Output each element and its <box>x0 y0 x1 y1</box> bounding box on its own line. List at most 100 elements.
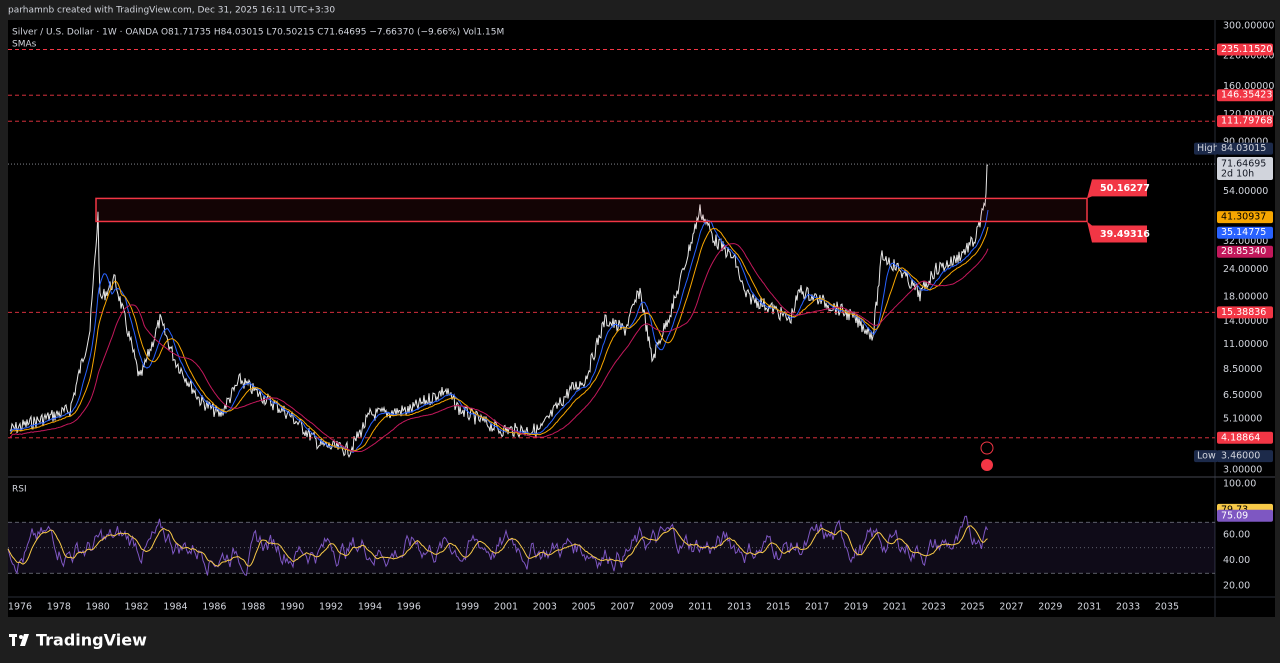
low-tag-bg <box>1194 450 1218 463</box>
time-tick-label: 2031 <box>1077 602 1101 613</box>
low-value: 3.46000 <box>1221 451 1260 462</box>
level-tag: 235.11520 <box>1221 44 1272 55</box>
rsi-ma-line <box>7 525 988 567</box>
time-tick-label: 2019 <box>844 602 868 613</box>
price-tick-label: 24.00000 <box>1223 264 1268 275</box>
price-tick-label: 54.00000 <box>1223 186 1268 197</box>
rsi-tick-label: 20.00 <box>1223 581 1250 592</box>
price-tick-label: 90.00000 <box>1223 137 1268 148</box>
sma-tag-bg <box>1217 245 1273 258</box>
logo-part <box>19 635 23 639</box>
time-tick-label: 2015 <box>766 602 790 613</box>
level-tag-bg <box>1217 431 1273 444</box>
zone-tag <box>1087 221 1147 243</box>
time-tick-label: 2013 <box>727 602 751 613</box>
time-tick-label: 2005 <box>572 602 596 613</box>
time-tick-label: 1988 <box>241 602 265 613</box>
time-tick-label: 1999 <box>455 602 479 613</box>
zone-box <box>95 197 1088 223</box>
price-tick-label: 32.00000 <box>1223 236 1268 247</box>
level-tag: 15.38836 <box>1221 307 1266 318</box>
sma-tag: 41.30937 <box>1221 212 1266 223</box>
rsi-title: RSI <box>12 485 27 495</box>
sma-tag: 35.14775 <box>1221 227 1266 238</box>
time-tick-label: 2021 <box>883 602 907 613</box>
indicator-name: SMAs <box>12 40 37 50</box>
price-tick-label: 300.00000 <box>1223 21 1274 32</box>
time-tick-label: 2001 <box>494 602 518 613</box>
zone-label: 50.16277 <box>1100 183 1150 194</box>
high-value-bg <box>1217 142 1273 155</box>
sma-line <box>9 243 989 453</box>
time-tick-label: 2033 <box>1116 602 1140 613</box>
logo <box>9 634 29 646</box>
time-tick-label: 1994 <box>358 602 382 613</box>
time-tick-label: 1984 <box>163 602 187 613</box>
time-tick-label: 1990 <box>280 602 304 613</box>
logo-part <box>12 634 15 646</box>
rsi-line <box>7 515 988 576</box>
current-price: 71.64695 <box>1221 159 1266 170</box>
level-tag-bg <box>1217 43 1273 56</box>
sma-tag-bg <box>1217 211 1273 224</box>
price-tick-label: 220.00000 <box>1223 50 1274 61</box>
price-tick-label: 18.00000 <box>1223 292 1268 303</box>
price-tick-label: 3.00000 <box>1223 464 1262 475</box>
rsi-tick-label: 100.00 <box>1223 479 1256 490</box>
high-tag-bg <box>1194 142 1218 155</box>
price-tick-label: 8.50000 <box>1223 364 1262 375</box>
price-tick-label: 14.00000 <box>1223 316 1268 327</box>
time-tick-label: 2035 <box>1155 602 1179 613</box>
price-tick-label: 160.00000 <box>1223 81 1274 92</box>
time-tick-label: 2023 <box>922 602 946 613</box>
time-tick-label: 1996 <box>397 602 421 613</box>
time-tick-label: 2017 <box>805 602 829 613</box>
current-bg <box>1217 157 1273 181</box>
level-tag: 146.35423 <box>1221 90 1272 101</box>
countdown: 2d 10h <box>1221 169 1254 180</box>
event-icon <box>980 441 994 455</box>
price-tick-label: 120.00000 <box>1223 109 1274 120</box>
brand: TradingView <box>36 631 147 650</box>
time-tick-label: 1982 <box>125 602 149 613</box>
high-tag: High <box>1197 143 1219 154</box>
level-tag: 4.18864 <box>1221 432 1260 443</box>
price-series <box>9 164 989 458</box>
event-icons <box>980 441 994 471</box>
level-tag: 111.79768 <box>1221 116 1272 127</box>
level-tag-bg <box>1217 115 1273 128</box>
price-tick-label: 6.50000 <box>1223 390 1262 401</box>
time-tick-label: 2003 <box>533 602 557 613</box>
time-tick-label: 1986 <box>202 602 226 613</box>
time-tick-label: 1978 <box>47 602 71 613</box>
sma-line <box>9 226 989 452</box>
time-tick-label: 1976 <box>8 602 32 613</box>
time-tick-label: 1992 <box>319 602 343 613</box>
time-tick-label: 2011 <box>688 602 712 613</box>
watermark: parhamnb created with TradingView.com, D… <box>8 6 335 16</box>
zone-label: 39.49316 <box>1100 229 1150 240</box>
logo-part <box>20 634 29 646</box>
symbol-info: Silver / U.S. Dollar · 1W · OANDA O81.71… <box>12 28 504 38</box>
low-value-bg <box>1217 450 1273 463</box>
level-tag-bg <box>1217 89 1273 102</box>
sma-tag: 28.85340 <box>1221 246 1266 257</box>
rsi-tick-label: 60.00 <box>1223 530 1250 541</box>
time-tick-label: 2007 <box>611 602 635 613</box>
rsi-value: 75.09 <box>1221 510 1248 521</box>
time-tick-label: 2027 <box>999 602 1023 613</box>
rsi-value-bg <box>1217 509 1273 522</box>
price-tick-label: 11.00000 <box>1223 339 1268 350</box>
high-value: 84.03015 <box>1221 143 1266 154</box>
low-tag: Low <box>1197 451 1216 462</box>
time-tick-label: 2025 <box>960 602 984 613</box>
rsi-tick-label: 40.00 <box>1223 555 1250 566</box>
zone-tag <box>1087 179 1147 199</box>
price-tick-label: 5.10000 <box>1223 413 1262 424</box>
level-tag-bg <box>1217 306 1273 319</box>
event-icon <box>981 459 993 471</box>
chart-area <box>8 20 1275 617</box>
time-tick-label: 2029 <box>1038 602 1062 613</box>
time-tick-label: 1980 <box>86 602 110 613</box>
